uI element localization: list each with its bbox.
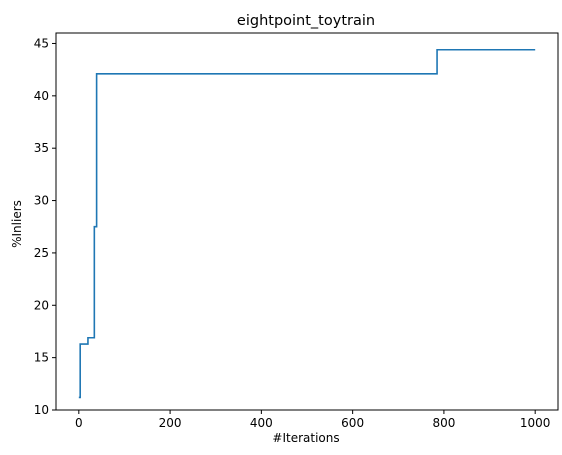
series-line	[78, 48, 536, 399]
y-tick-label: 30	[34, 194, 49, 208]
x-tick-label: 800	[432, 416, 455, 430]
y-tick-label: 10	[34, 403, 49, 417]
x-axis-label: #Iterations	[272, 431, 339, 445]
chart-title: eightpoint_toytrain	[237, 13, 375, 29]
y-axis-label: %Inliers	[10, 200, 24, 248]
x-tick-label: 400	[250, 416, 273, 430]
x-tick-label: 0	[75, 416, 83, 430]
y-tick-label: 15	[34, 351, 49, 365]
plot-area	[78, 48, 536, 399]
x-tick-label: 1000	[520, 416, 551, 430]
x-axis-ticks: 0 200 400 600 800 1000	[75, 410, 550, 430]
y-tick-label: 40	[34, 89, 49, 103]
y-tick-label: 35	[34, 141, 49, 155]
x-tick-label: 200	[159, 416, 182, 430]
plot-frame	[55, 32, 559, 411]
y-tick-label: 20	[34, 298, 49, 312]
y-tick-label: 45	[34, 36, 49, 50]
x-tick-label: 600	[341, 416, 364, 430]
y-axis-ticks: 10 15 20 25 30 35 40 45	[34, 36, 56, 417]
y-tick-label: 25	[34, 246, 49, 260]
